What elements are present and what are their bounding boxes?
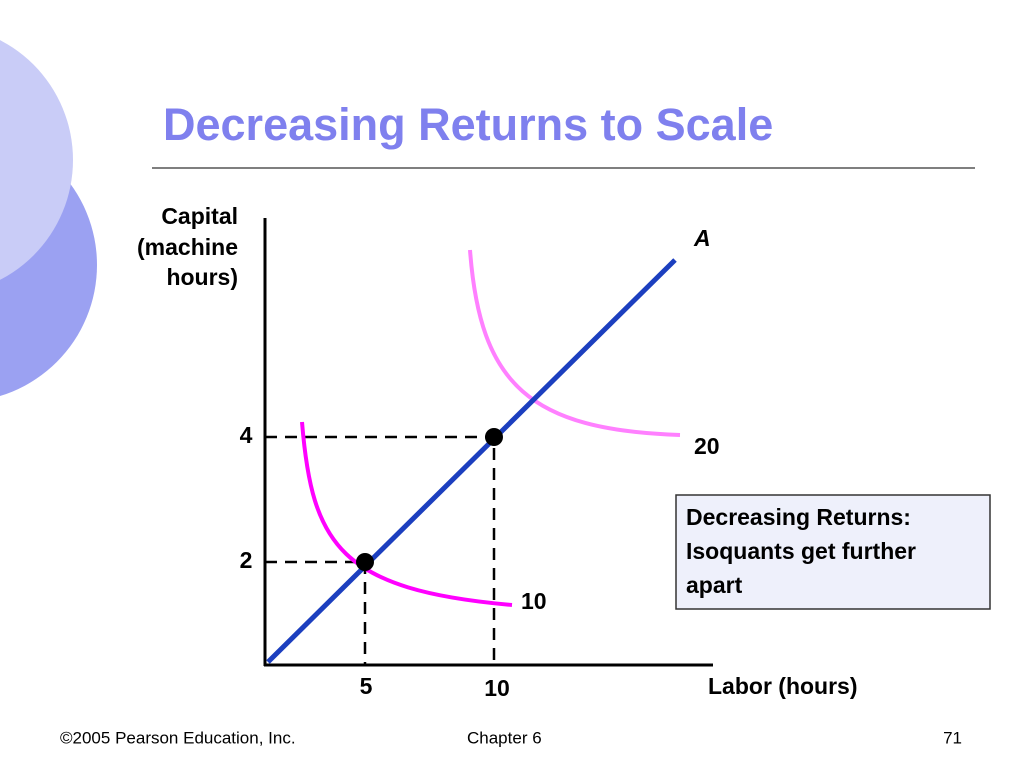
y-axis-label: Capital [161,203,238,229]
callout-box [675,494,991,610]
callout-text: Decreasing Returns: [686,504,911,530]
expansion-ray [266,258,677,664]
footer-copyright: ©2005 Pearson Education, Inc. [60,728,296,747]
x-tick-label: 5 [360,673,373,699]
decor-circle [0,40,73,280]
point [485,428,503,446]
isoquant-10 [300,421,513,607]
isoquant-20 [468,249,681,437]
y-tick-label: 2 [240,547,253,573]
title: Decreasing Returns to Scale [163,99,773,150]
isoquant-label: 20 [694,433,720,459]
ray-label: A [693,225,711,251]
callout-text: apart [686,572,743,598]
y-axis-label: hours) [166,264,238,290]
callout-text: Isoquants get further [686,538,916,564]
x-tick-label: 10 [484,675,510,701]
x-axis-label: Labor (hours) [708,673,858,699]
footer-page: 71 [943,728,962,747]
point [356,553,374,571]
footer-chapter: Chapter 6 [467,728,542,747]
isoquant-label: 10 [521,588,547,614]
y-axis-label: (machine [137,234,238,260]
y-tick-label: 4 [240,422,253,448]
